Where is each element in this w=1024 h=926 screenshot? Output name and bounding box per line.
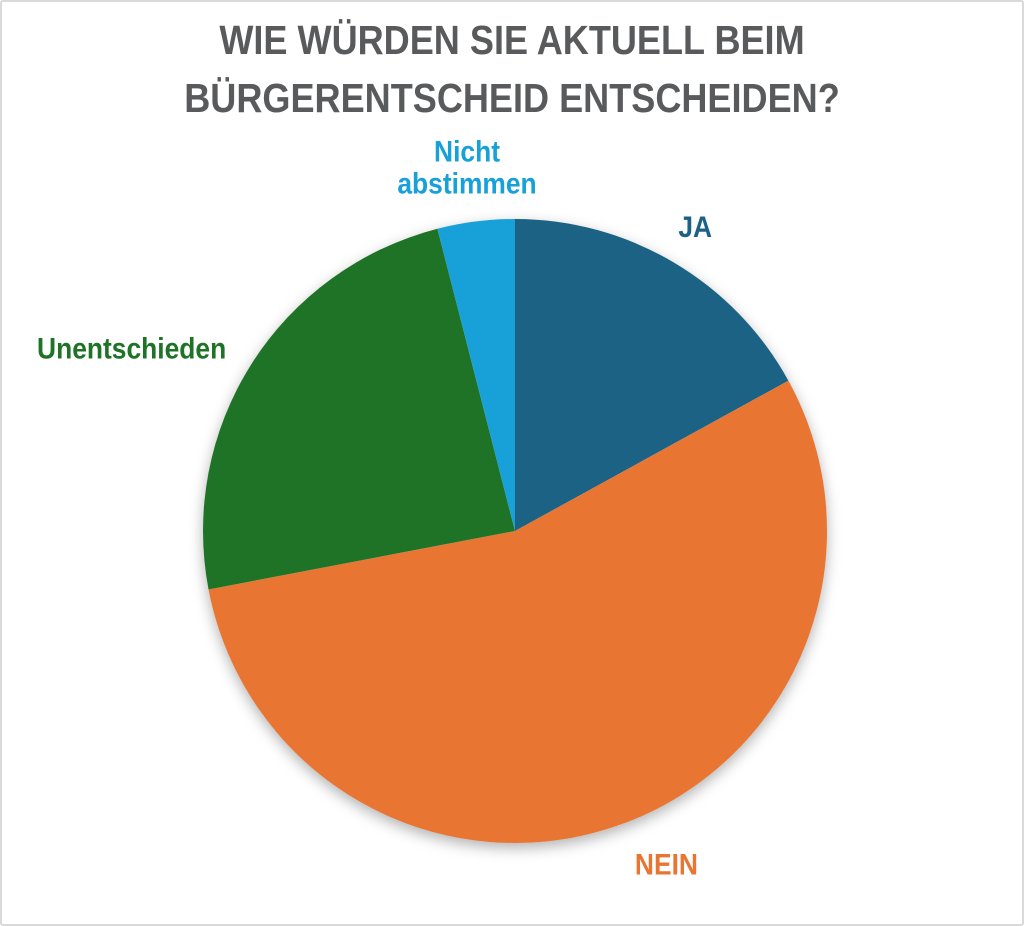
pie-slice-ja [515, 218, 789, 531]
pie-slices [203, 218, 828, 844]
chart-title-line2: BÜRGERENTSCHEID ENTSCHEIDEN? [184, 75, 840, 121]
chart-title: WIE WÜRDEN SIE AKTUELL BEIM BÜRGERENTSCH… [63, 11, 961, 127]
pie-label-nicht-abstimmen-line2: abstimmen [397, 166, 536, 200]
pie-slice-nein [208, 380, 828, 844]
pie-label-ja: JA [678, 209, 712, 243]
chart-title-line1: WIE WÜRDEN SIE AKTUELL BEIM [219, 17, 805, 63]
pie-slice-nicht-abstimmen [437, 218, 515, 531]
pie-label-nicht-abstimmen-line1: Nicht [434, 134, 501, 168]
pie-slice-unentschieden [203, 228, 515, 590]
pie-label-nein: NEIN [635, 847, 698, 881]
pie-label-unentschieden: Unentschieden [37, 331, 226, 365]
